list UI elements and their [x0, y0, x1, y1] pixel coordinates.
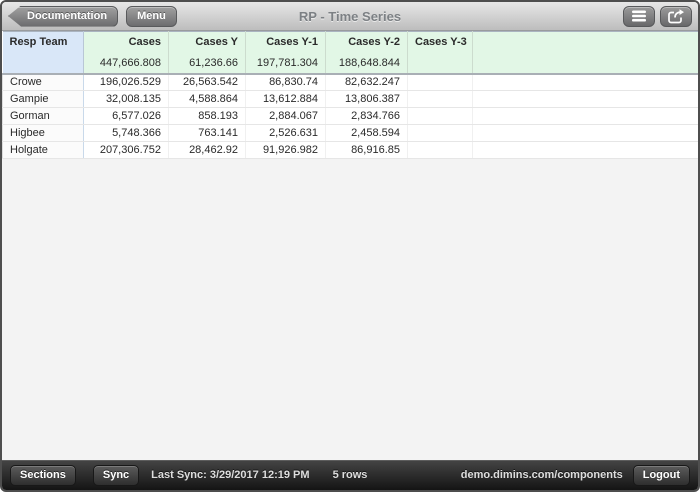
totals-cell — [2, 52, 84, 75]
table-cell[interactable]: 2,458.594 — [325, 124, 408, 142]
table-cell[interactable]: 2,884.067 — [245, 107, 326, 125]
totals-cell: 447,666.808 — [83, 52, 169, 75]
table-cell-filler — [472, 90, 698, 108]
totals-cell — [407, 52, 473, 75]
column-header-cases[interactable]: Cases — [83, 31, 169, 53]
table-cell[interactable] — [407, 141, 473, 159]
table-cell[interactable]: 858.193 — [168, 107, 246, 125]
row-count-text: 5 rows — [332, 469, 368, 481]
column-header-cases-y2[interactable]: Cases Y-2 — [325, 31, 408, 53]
table-cell[interactable]: 13,612.884 — [245, 90, 326, 108]
top-toolbar: Documentation Menu RP - Time Series — [2, 2, 698, 31]
hamburger-icon — [631, 10, 647, 22]
row-label[interactable]: Crowe — [2, 73, 84, 91]
data-table: Resp Team Cases Cases Y Cases Y-1 Cases … — [2, 31, 698, 159]
column-header-filler — [472, 31, 698, 53]
menu-button[interactable]: Menu — [126, 5, 177, 27]
row-label[interactable]: Gorman — [2, 107, 84, 125]
table-cell[interactable]: 86,830.74 — [245, 73, 326, 91]
totals-cell: 197,781.304 — [245, 52, 326, 75]
share-icon — [667, 8, 685, 24]
table-cell-filler — [472, 107, 698, 125]
table-cell[interactable] — [407, 107, 473, 125]
table-row: Gampie 32,008.135 4,588.864 13,612.884 1… — [2, 90, 698, 108]
table-cell-filler — [472, 124, 698, 142]
row-label[interactable]: Gampie — [2, 90, 84, 108]
export-share-button[interactable] — [660, 5, 692, 27]
table-cell[interactable]: 763.141 — [168, 124, 246, 142]
row-label[interactable]: Holgate — [2, 141, 84, 159]
table-cell[interactable]: 28,462.92 — [168, 141, 246, 159]
last-sync-text: Last Sync: 3/29/2017 12:19 PM — [151, 469, 310, 481]
table-cell[interactable]: 91,926.982 — [245, 141, 326, 159]
table-cell[interactable]: 2,526.631 — [245, 124, 326, 142]
table-cell[interactable]: 26,563.542 — [168, 73, 246, 91]
status-bar: Sections Sync Last Sync: 3/29/2017 12:19… — [2, 460, 698, 490]
server-url-text: demo.dimins.com/components — [460, 469, 623, 481]
table-cell[interactable] — [407, 90, 473, 108]
table-cell-filler — [472, 73, 698, 91]
logout-button[interactable]: Logout — [632, 464, 690, 486]
table-cell[interactable]: 32,008.135 — [83, 90, 169, 108]
sync-button[interactable]: Sync — [92, 464, 140, 486]
totals-cell: 188,648.844 — [325, 52, 408, 75]
totals-cell: 61,236.66 — [168, 52, 246, 75]
totals-row: 447,666.808 61,236.66 197,781.304 188,64… — [2, 52, 698, 75]
table-cell[interactable]: 196,026.529 — [83, 73, 169, 91]
table-cell[interactable]: 5,748.366 — [83, 124, 169, 142]
table-cell-filler — [472, 141, 698, 159]
documentation-button[interactable]: Documentation — [8, 5, 119, 27]
table-row: Higbee 5,748.366 763.141 2,526.631 2,458… — [2, 124, 698, 142]
column-header-resp-team[interactable]: Resp Team — [2, 31, 84, 53]
table-cell[interactable] — [407, 73, 473, 91]
table-cell[interactable]: 6,577.026 — [83, 107, 169, 125]
table-cell[interactable]: 4,588.864 — [168, 90, 246, 108]
totals-cell-filler — [472, 52, 698, 75]
column-header-cases-y[interactable]: Cases Y — [168, 31, 246, 53]
table-row: Holgate 207,306.752 28,462.92 91,926.982… — [2, 141, 698, 159]
table-cell[interactable]: 207,306.752 — [83, 141, 169, 159]
table-cell[interactable] — [407, 124, 473, 142]
table-row: Crowe 196,026.529 26,563.542 86,830.74 8… — [2, 73, 698, 91]
table-cell[interactable]: 82,632.247 — [325, 73, 408, 91]
column-header-cases-y1[interactable]: Cases Y-1 — [245, 31, 326, 53]
list-menu-button[interactable] — [623, 5, 655, 27]
table-row: Gorman 6,577.026 858.193 2,884.067 2,834… — [2, 107, 698, 125]
sections-button[interactable]: Sections — [10, 464, 76, 486]
row-label[interactable]: Higbee — [2, 124, 84, 142]
table-cell[interactable]: 13,806.387 — [325, 90, 408, 108]
column-header-cases-y3[interactable]: Cases Y-3 — [407, 31, 473, 53]
table-cell[interactable]: 86,916.85 — [325, 141, 408, 159]
table-header-row: Resp Team Cases Cases Y Cases Y-1 Cases … — [2, 31, 698, 53]
table-cell[interactable]: 2,834.766 — [325, 107, 408, 125]
